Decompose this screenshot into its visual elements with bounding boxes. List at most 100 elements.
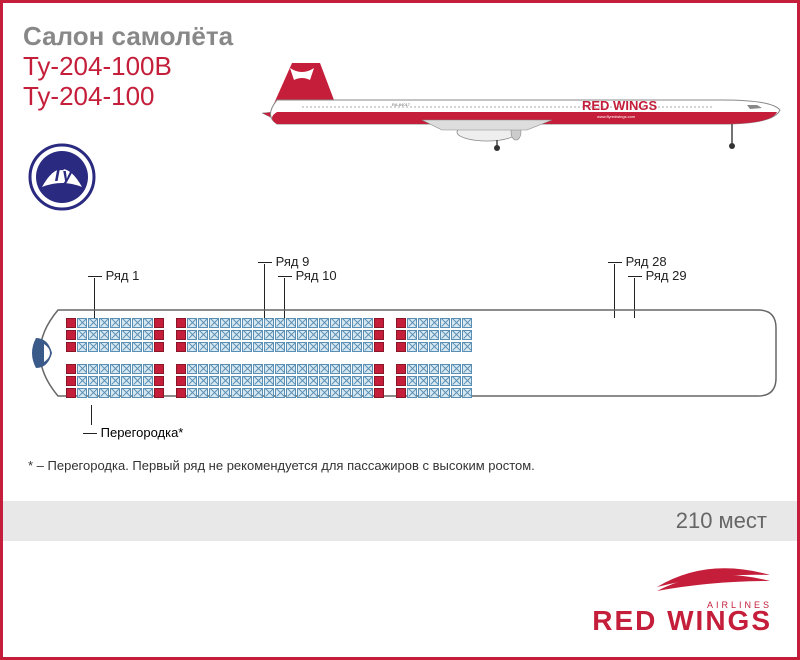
seat	[198, 388, 208, 398]
seat	[198, 376, 208, 386]
seat-row	[66, 330, 473, 341]
seat	[220, 318, 230, 328]
seat	[418, 330, 428, 340]
seat	[330, 388, 340, 398]
seat	[242, 318, 252, 328]
page-container: Салон самолёта Ту-204-100В Ту-204-100 Ту	[0, 0, 800, 660]
seat	[253, 342, 263, 352]
seat	[330, 342, 340, 352]
seat	[176, 388, 186, 398]
seat	[66, 364, 76, 374]
seat	[418, 388, 428, 398]
seat	[297, 376, 307, 386]
seat	[176, 376, 186, 386]
seat	[77, 364, 87, 374]
seat	[429, 376, 439, 386]
seat	[110, 342, 120, 352]
seat	[286, 318, 296, 328]
seat	[330, 376, 340, 386]
seat	[198, 330, 208, 340]
seat	[154, 364, 164, 374]
seat	[99, 342, 109, 352]
seat	[99, 330, 109, 340]
seat	[264, 364, 274, 374]
seat	[308, 318, 318, 328]
seat	[66, 318, 76, 328]
seat	[99, 388, 109, 398]
seat-row	[66, 376, 473, 387]
seat	[143, 376, 153, 386]
aircraft-side-view: RED WINGS www.flyredwings.com RA-64017	[242, 58, 782, 158]
seat	[407, 388, 417, 398]
page-title: Салон самолёта	[23, 21, 777, 52]
seat	[143, 364, 153, 374]
seat	[462, 364, 472, 374]
seat	[352, 388, 362, 398]
seat	[330, 364, 340, 374]
seat	[451, 364, 461, 374]
seat	[154, 376, 164, 386]
seat	[132, 376, 142, 386]
seat	[275, 342, 285, 352]
seat	[275, 330, 285, 340]
seat	[341, 388, 351, 398]
seat	[187, 342, 197, 352]
seat	[121, 388, 131, 398]
seat	[440, 342, 450, 352]
seat	[231, 342, 241, 352]
seat	[396, 318, 406, 328]
seat	[374, 318, 384, 328]
seat	[198, 364, 208, 374]
seat	[143, 342, 153, 352]
seat	[77, 376, 87, 386]
seat-gap	[165, 376, 175, 386]
seat	[286, 364, 296, 374]
seat	[418, 376, 428, 386]
seat	[99, 364, 109, 374]
seat-gap	[385, 376, 395, 386]
seat-gap	[165, 388, 175, 398]
seat	[264, 376, 274, 386]
seat	[341, 330, 351, 340]
seat	[198, 342, 208, 352]
seat-row	[66, 388, 473, 399]
seat	[429, 318, 439, 328]
seat	[396, 342, 406, 352]
seat	[88, 388, 98, 398]
seat	[341, 376, 351, 386]
seat	[176, 318, 186, 328]
seat	[341, 318, 351, 328]
seat-gap	[165, 330, 175, 340]
seat	[297, 330, 307, 340]
registration: RA-64017	[392, 102, 411, 107]
seat	[132, 342, 142, 352]
seat	[209, 376, 219, 386]
seat	[253, 318, 263, 328]
seat	[396, 330, 406, 340]
seat	[110, 364, 120, 374]
seat	[231, 364, 241, 374]
seat	[88, 376, 98, 386]
seat	[363, 342, 373, 352]
seat-gap	[165, 318, 175, 328]
seat	[374, 364, 384, 374]
aisle	[66, 354, 473, 364]
wing-icon	[652, 559, 772, 595]
seat	[462, 318, 472, 328]
seat-row	[66, 364, 473, 375]
seat	[121, 364, 131, 374]
seat	[418, 364, 428, 374]
seat	[341, 342, 351, 352]
seat-count: 210 мест	[676, 508, 767, 534]
seat	[407, 376, 417, 386]
seat	[88, 330, 98, 340]
seat	[429, 388, 439, 398]
seat	[341, 364, 351, 374]
seat	[319, 388, 329, 398]
seat	[187, 388, 197, 398]
seat	[440, 330, 450, 340]
seat	[308, 388, 318, 398]
seat	[308, 376, 318, 386]
seat-gap	[385, 342, 395, 352]
seat	[352, 364, 362, 374]
